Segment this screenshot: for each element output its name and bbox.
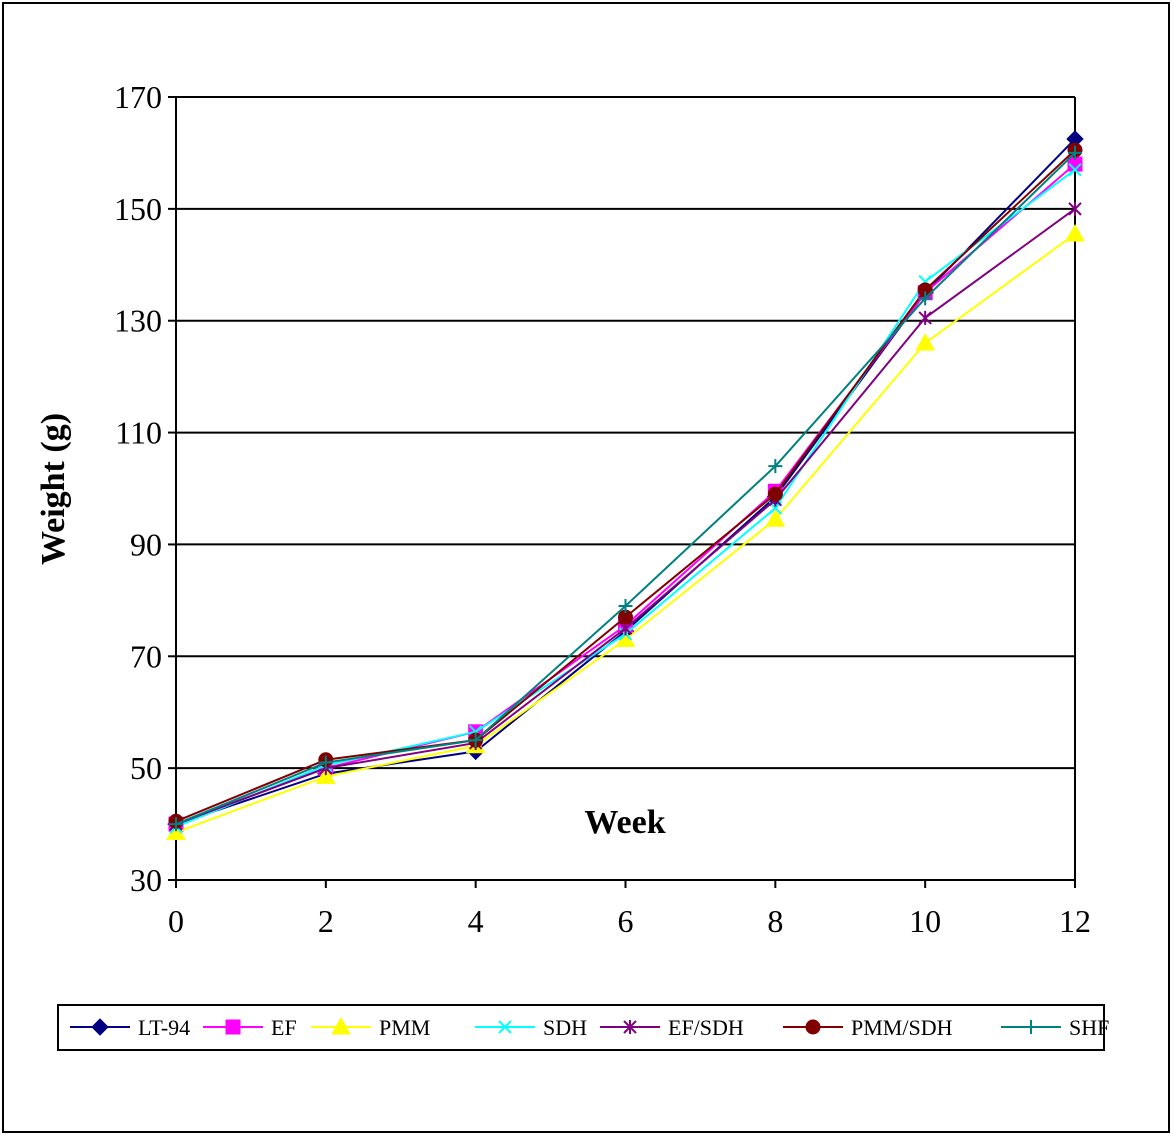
series-shf — [169, 145, 1082, 832]
y-axis-title: Weight (g) — [35, 413, 72, 565]
series-pmm-sdh — [168, 142, 1083, 829]
series-ef — [168, 156, 1083, 832]
y-tick-label: 150 — [114, 191, 162, 227]
data-point — [468, 733, 483, 748]
legend-marker — [1024, 1020, 1038, 1034]
data-point — [768, 459, 783, 474]
data-point — [765, 509, 786, 527]
y-tick-label: 70 — [130, 638, 162, 674]
data-point — [1068, 145, 1082, 160]
legend-marker — [805, 1019, 821, 1035]
legend-marker — [225, 1019, 241, 1035]
legend-label: LT-94 — [138, 1015, 190, 1040]
legend-label: PMM — [379, 1015, 430, 1040]
y-tick-label: 30 — [130, 862, 162, 898]
x-tick-label: 6 — [618, 903, 634, 939]
series-line — [175, 233, 1076, 834]
legend-box — [57, 1004, 1105, 1051]
data-point — [169, 817, 183, 832]
series-line — [175, 208, 1076, 826]
data-point — [1068, 201, 1082, 216]
x-tick-label: 4 — [468, 903, 484, 939]
y-tick-label: 90 — [130, 526, 162, 562]
y-tick-label: 50 — [130, 750, 162, 786]
axes — [168, 96, 1076, 888]
legend-label: PMM/SDH — [851, 1015, 953, 1040]
series-line — [175, 152, 1076, 825]
data-point — [1068, 162, 1082, 177]
legend-marker — [91, 1018, 109, 1036]
legend: LT-94 EF PMM SDH EF/SDH PMM/SDH SHF — [57, 1004, 1109, 1051]
series-lines — [166, 130, 1085, 840]
legend-item: SHF — [1001, 1015, 1109, 1040]
data-point — [915, 333, 936, 351]
data-point — [767, 486, 783, 502]
series-line — [175, 163, 1076, 826]
y-tick-label: 170 — [114, 79, 162, 115]
y-tick-label: 110 — [115, 415, 162, 451]
data-point — [315, 766, 336, 785]
y-tick-label: 130 — [114, 303, 162, 339]
x-tick-label: 0 — [168, 903, 184, 939]
data-point — [618, 598, 633, 613]
legend-marker — [331, 1016, 351, 1035]
series-line — [175, 138, 1076, 826]
legend-label: SDH — [543, 1015, 587, 1040]
x-tick-label: 8 — [767, 903, 783, 939]
data-point — [318, 755, 333, 770]
x-tick-label: 12 — [1059, 903, 1091, 939]
legend-item: EF — [203, 1015, 297, 1040]
legend-item: LT-94 — [70, 1015, 190, 1040]
series-ef-sdh — [169, 201, 1082, 832]
legend-item: SDH — [475, 1015, 587, 1040]
legend-item: EF/SDH — [600, 1015, 744, 1040]
tick-labels: 30 50 70 90 110 130 150 170 0 2 4 6 8 10 12 — [114, 79, 1091, 939]
legend-item: PMM — [311, 1015, 430, 1040]
series-sdh — [169, 162, 1082, 834]
legend-label: EF/SDH — [668, 1015, 744, 1040]
series-line — [175, 168, 1076, 828]
series-lt-94 — [167, 130, 1084, 833]
legend-marker — [498, 1020, 512, 1034]
legend-item: PMM/SDH — [783, 1015, 953, 1040]
x-axis-title: Week — [584, 804, 665, 841]
legend-label: SHF — [1069, 1015, 1109, 1040]
data-point — [918, 291, 933, 306]
series-pmm — [166, 224, 1085, 840]
data-point — [1065, 224, 1085, 242]
x-tick-label: 10 — [909, 903, 941, 939]
x-tick-label: 2 — [318, 903, 334, 939]
data-point — [918, 310, 932, 325]
legend-marker — [623, 1020, 637, 1034]
gridlines — [176, 96, 1075, 881]
legend-label: EF — [271, 1015, 297, 1040]
series-line — [175, 149, 1076, 823]
